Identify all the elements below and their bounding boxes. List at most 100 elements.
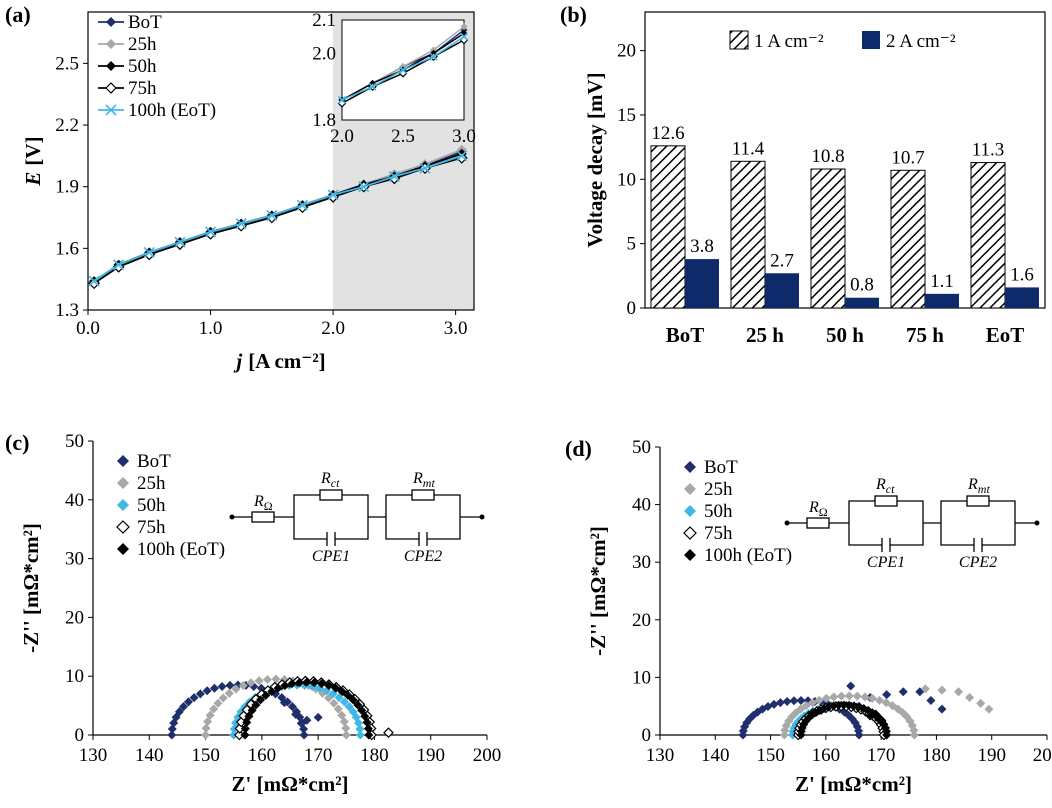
legend-entry: BoT xyxy=(137,451,171,472)
r-label: R xyxy=(808,499,819,516)
y-tick-label: 1.9 xyxy=(55,177,79,198)
data-point xyxy=(174,236,186,248)
circuit-wire xyxy=(434,494,461,517)
data-point-b xyxy=(296,199,309,211)
x-tick-label: 0.0 xyxy=(76,318,100,339)
y-tick-label: 15 xyxy=(617,105,636,126)
legend-entry: 100h (EoT) xyxy=(704,545,792,566)
inset-y-tick: 1.8 xyxy=(312,110,336,131)
inset-point xyxy=(429,52,438,61)
data-point xyxy=(261,690,271,700)
x-axis-label: j [A cm⁻²] xyxy=(233,349,325,373)
y-tick-label: 40 xyxy=(65,490,84,511)
circuit-wire xyxy=(848,523,882,546)
data-point xyxy=(860,692,870,702)
circuit-wire xyxy=(982,523,1016,546)
r-label: R xyxy=(875,476,886,493)
data-point xyxy=(821,693,831,703)
legend-marker xyxy=(117,455,129,467)
legend-entry: 75h xyxy=(704,523,733,544)
data-point xyxy=(296,199,309,211)
data-point xyxy=(814,695,824,705)
data-point xyxy=(898,687,908,697)
legend-entry: BoT xyxy=(128,12,162,33)
data-point xyxy=(296,718,306,728)
data-point xyxy=(174,707,184,717)
data-point xyxy=(846,681,856,691)
data-point xyxy=(204,226,217,238)
data-point xyxy=(254,676,264,686)
y-tick-label: 10 xyxy=(632,667,651,688)
data-point xyxy=(801,701,811,711)
series-0 xyxy=(167,680,323,740)
y-tick-label: 30 xyxy=(632,552,651,573)
data-point xyxy=(976,698,986,708)
series-4 xyxy=(240,677,374,740)
y-tick-label: 20 xyxy=(632,610,651,631)
r-label: R xyxy=(320,470,331,487)
r-sub: Ω xyxy=(819,505,828,519)
inset-point-b xyxy=(459,32,469,41)
data-point xyxy=(209,704,219,714)
y-axis-var: E xyxy=(21,172,45,187)
data-point xyxy=(355,724,365,734)
data-point xyxy=(271,674,281,684)
r-label: R xyxy=(253,493,264,510)
circuit-cpe-label: CPE2 xyxy=(959,554,997,571)
data-point xyxy=(195,689,205,699)
x-tick-label: EoT xyxy=(986,323,1025,347)
x-tick-label: 190 xyxy=(416,745,445,766)
y-axis-label: -Z'' [mΩ*cm²] xyxy=(19,523,43,653)
data-point xyxy=(291,709,301,719)
data-point xyxy=(331,683,341,693)
data-point xyxy=(789,696,799,706)
y-tick-label: 50 xyxy=(632,437,651,458)
data-point xyxy=(218,693,228,703)
data-point xyxy=(348,695,358,705)
circuit-wire xyxy=(385,517,419,540)
panel-label: (d) xyxy=(565,436,592,461)
data-point xyxy=(167,730,177,740)
y-axis-label: E [V] xyxy=(21,136,45,186)
data-point xyxy=(364,730,374,740)
legend-entry: 25h xyxy=(128,34,157,55)
x-tick-label: BoT xyxy=(666,323,705,347)
data-point xyxy=(88,275,100,287)
y-tick-label: 40 xyxy=(632,495,651,516)
r-sub: ct xyxy=(886,482,895,496)
bar xyxy=(810,168,846,309)
data-point-b xyxy=(204,226,217,238)
y-tick-label: 30 xyxy=(65,549,84,570)
circuit-r-label: Rmt xyxy=(967,476,990,496)
inset-y-tick: 2.1 xyxy=(312,10,336,31)
data-point xyxy=(353,700,363,710)
x-tick-label: 160 xyxy=(248,745,277,766)
data-point xyxy=(317,679,327,689)
data-point xyxy=(225,680,235,690)
circuit-resistor xyxy=(251,511,275,523)
legend-marker xyxy=(105,104,117,116)
data-point xyxy=(882,730,892,740)
inset-series-4 xyxy=(337,32,469,105)
data-point xyxy=(854,730,864,740)
series-4 xyxy=(796,700,892,740)
x-tick-label: 150 xyxy=(191,745,220,766)
data-point xyxy=(113,259,125,271)
circuit-r-omega: RΩ xyxy=(253,493,273,513)
data-point xyxy=(782,696,792,706)
data-point xyxy=(339,697,349,707)
circuit-wire xyxy=(293,517,327,540)
inset-point xyxy=(337,95,347,105)
data-label: 1.1 xyxy=(930,271,954,292)
y-tick-label: 2.5 xyxy=(55,53,79,74)
data-point xyxy=(343,690,353,700)
legend-entry: 75h xyxy=(137,517,166,538)
data-point xyxy=(302,677,312,687)
inset-x-tick: 3.0 xyxy=(452,126,476,147)
legend-swatch xyxy=(729,30,749,50)
circuit-resistor xyxy=(806,517,830,529)
x-axis-unit: [A cm⁻²] xyxy=(248,349,325,373)
legend-entry: 50h xyxy=(137,495,166,516)
data-point xyxy=(224,688,234,698)
